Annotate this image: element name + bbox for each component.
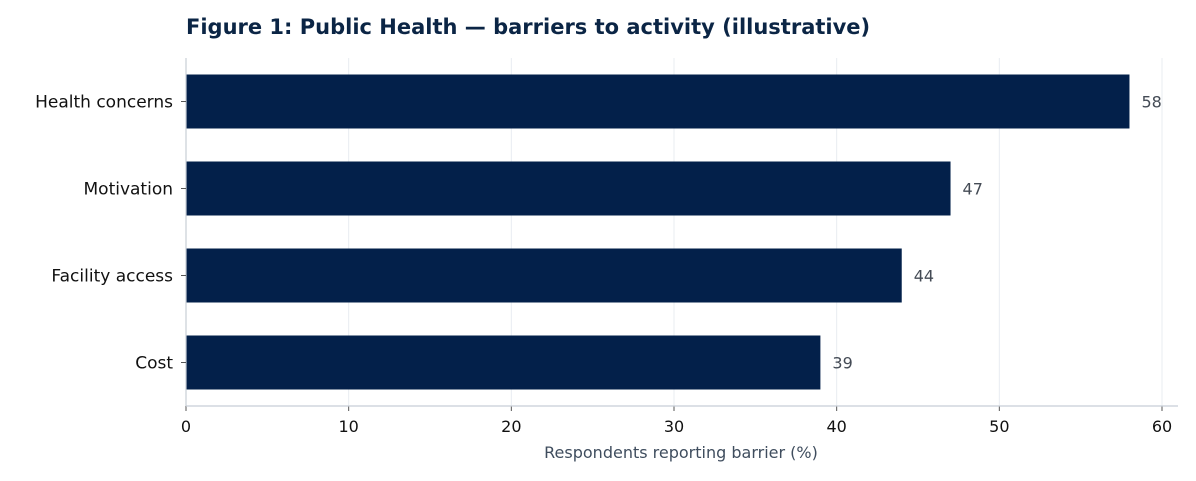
labels: 0 10 20 30 40 50 60 Health concerns 58 Motivation… xyxy=(35,93,1172,437)
x-axis-title: Respondents reporting barrier (%) xyxy=(544,443,818,462)
category-label: Health concerns xyxy=(35,93,173,113)
x-tick-label: 30 xyxy=(664,417,684,436)
bar-health-concerns xyxy=(186,74,1130,129)
bar-facility-access xyxy=(186,248,902,303)
value-label: 44 xyxy=(914,267,934,286)
x-tick-label: 50 xyxy=(989,417,1009,436)
bar-cost xyxy=(186,335,821,390)
category-label: Facility access xyxy=(51,267,173,287)
x-tick-label: 0 xyxy=(181,417,191,436)
x-tick-label: 10 xyxy=(338,417,358,436)
x-tick-label: 20 xyxy=(501,417,521,436)
category-label: Cost xyxy=(135,354,173,374)
bar-series xyxy=(186,74,1130,390)
value-label: 39 xyxy=(832,354,852,373)
axes xyxy=(181,58,1178,411)
value-label: 47 xyxy=(963,180,983,199)
bar-motivation xyxy=(186,161,951,216)
value-label: 58 xyxy=(1141,93,1161,112)
category-label: Motivation xyxy=(84,180,174,200)
chart-title: Figure 1: Public Health — barriers to ac… xyxy=(186,15,871,39)
x-tick-label: 60 xyxy=(1152,417,1172,436)
x-tick-label: 40 xyxy=(826,417,846,436)
